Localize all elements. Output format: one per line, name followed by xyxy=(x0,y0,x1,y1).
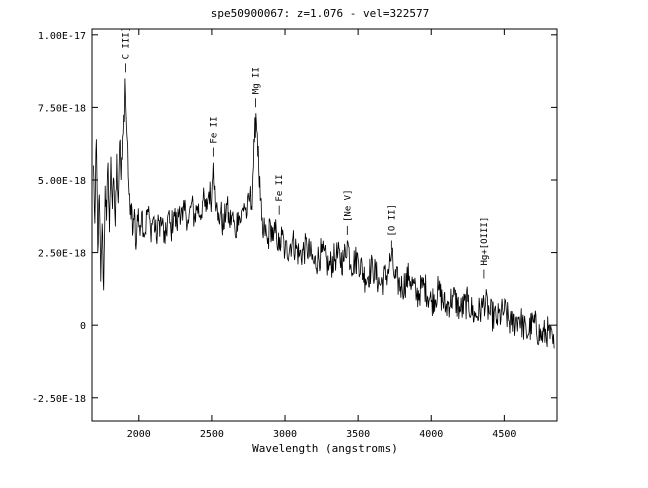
y-tick-label: 0 xyxy=(80,321,86,332)
x-tick-label: 4500 xyxy=(492,429,516,440)
chart-title: spe50900067: z=1.076 - vel=322577 xyxy=(211,7,430,20)
y-axis: 1.00E-17 7.50E-18 5.00E-18 2.50E-18 0 -2.50E-… xyxy=(32,31,557,405)
y-tick-label: 2.50E-18 xyxy=(38,249,86,260)
plot-frame xyxy=(91,28,558,422)
y-tick-label: 1.00E-17 xyxy=(38,31,86,42)
x-axis: 2000 2500 3000 3500 4000 4500 xyxy=(127,29,516,440)
annotation-label: [O II] xyxy=(387,204,397,237)
y-tick-label: 7.50E-18 xyxy=(38,103,86,114)
x-tick-label: 3000 xyxy=(273,429,297,440)
x-tick-label: 4000 xyxy=(419,429,443,440)
annotation-label: [Ne V] xyxy=(343,189,353,222)
annotation-label: Fe II xyxy=(209,117,219,144)
line-annotations: C III] Fe II Mg II Fe II [Ne V] [O II] Hg+[OII… xyxy=(122,27,490,279)
y-tick-label: 5.00E-18 xyxy=(38,176,86,187)
x-axis-label: Wavelength (angstroms) xyxy=(252,442,398,455)
annotation-label: C III] xyxy=(122,27,132,60)
spectrum-line xyxy=(93,78,555,349)
y-tick-label: -2.50E-18 xyxy=(32,394,86,405)
annotation-label: Fe II xyxy=(275,175,285,202)
annotation-label: Mg II xyxy=(252,67,262,94)
spectrum-series xyxy=(93,78,555,349)
x-tick-label: 2000 xyxy=(127,429,151,440)
x-tick-label: 3500 xyxy=(346,429,370,440)
x-tick-label: 2500 xyxy=(200,429,224,440)
annotation-label: Hg+[OIII] xyxy=(480,217,490,266)
